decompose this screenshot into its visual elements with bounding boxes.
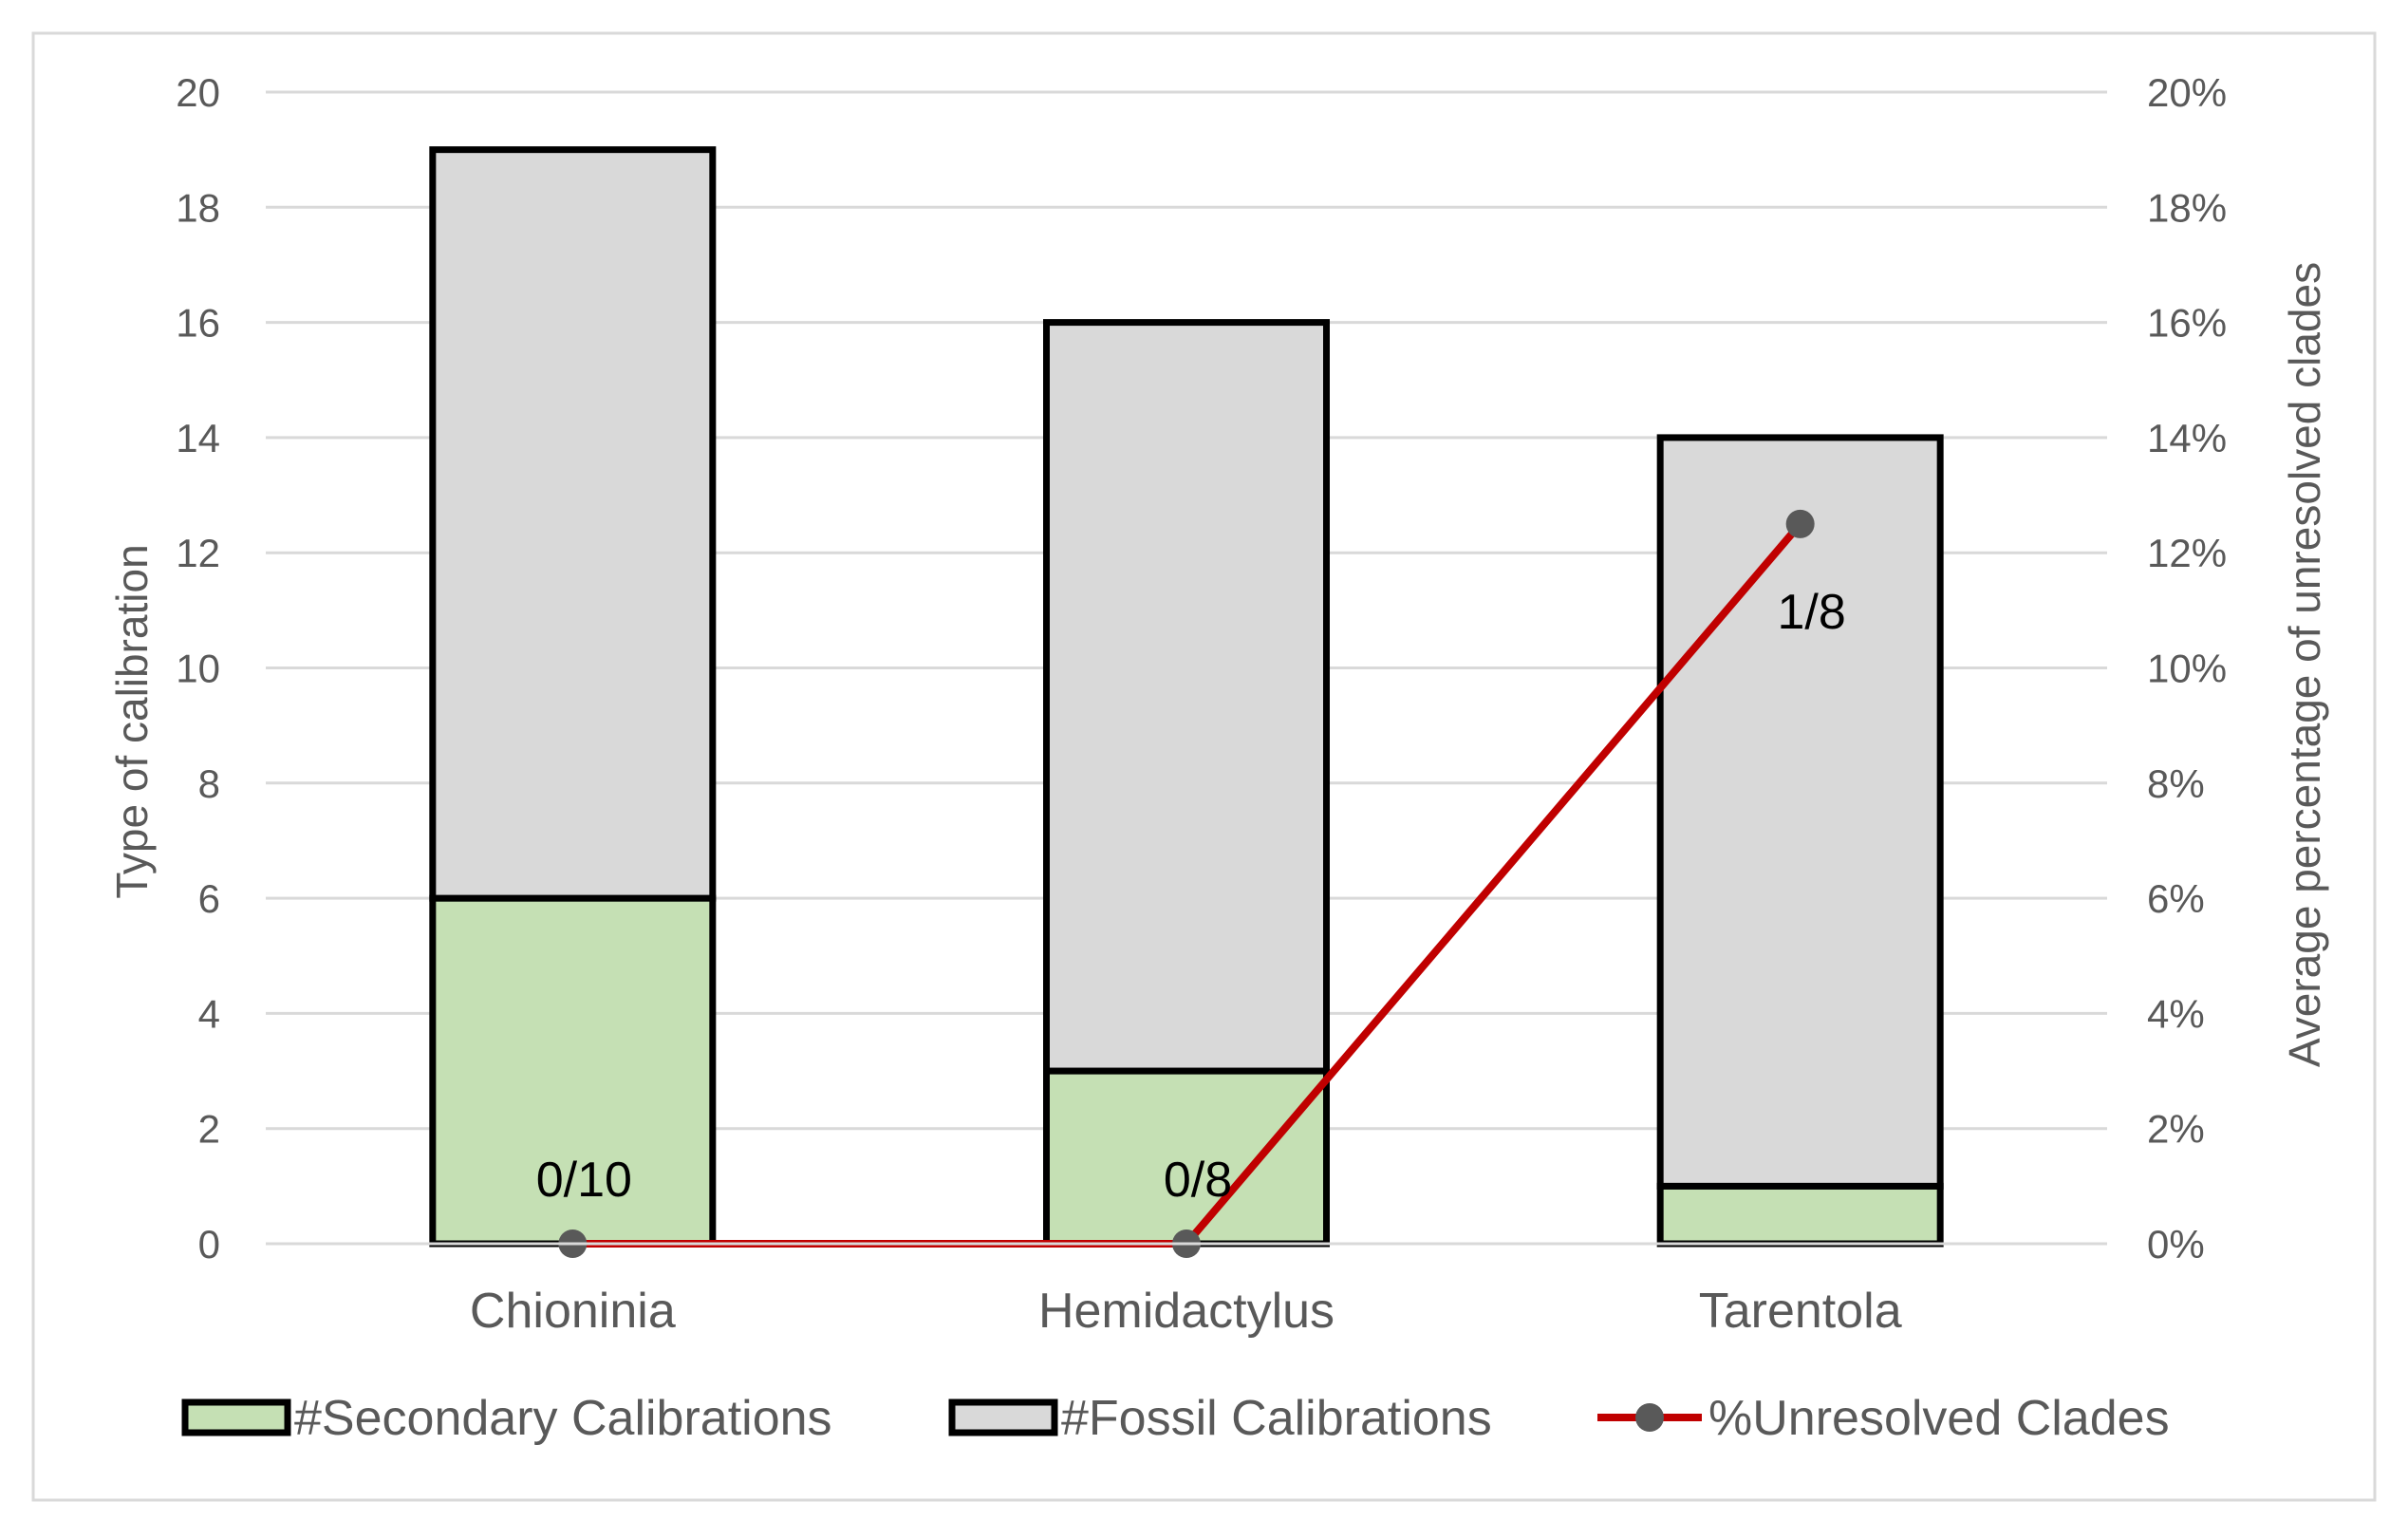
data-label: 0/10 [536, 1153, 632, 1208]
y2-tick-label: 2% [2147, 1107, 2205, 1152]
y2-tick-label: 14% [2147, 416, 2227, 460]
y-tick-label: 0 [198, 1222, 220, 1267]
x-tick-label: Chioninia [470, 1284, 676, 1339]
y-tick-label: 14 [176, 416, 220, 460]
unresolved-point [1785, 509, 1815, 538]
bar-secondary-chioninia [429, 894, 717, 1248]
x-tick-label: Tarentola [1699, 1284, 1902, 1339]
bars [429, 146, 1944, 1248]
bar-fossil-tarentola [1656, 434, 1944, 1190]
legend-swatch [181, 1398, 291, 1436]
legend: #Secondary Calibrations #Fossil Calibrati… [181, 1391, 2170, 1446]
y2-tick-label: 0% [2147, 1222, 2205, 1267]
y-tick-label: 18 [176, 185, 220, 230]
y-tick-label: 10 [176, 647, 220, 691]
bar-secondary-tarentola [1656, 1182, 1944, 1248]
legend-label: #Fossil Calibrations [1061, 1391, 1492, 1446]
axes: 0 2 4 6 8 10 12 14 16 18 20 0% 2% 4% 6% 8% 10% 12% 14% 16% 1… [176, 70, 2227, 1339]
data-labels: 0/10 0/8 1/8 [536, 585, 1846, 1208]
y2-tick-label: 8% [2147, 761, 2205, 806]
y2-tick-label: 16% [2147, 301, 2227, 346]
data-label: 0/8 [1164, 1153, 1232, 1208]
bar-fossil-chioninia [429, 146, 717, 902]
bar-secondary-hemidactylus [1043, 1067, 1330, 1248]
y2-tick-label: 4% [2147, 991, 2205, 1036]
y2-tick-label: 6% [2147, 876, 2205, 921]
data-label: 1/8 [1778, 585, 1846, 640]
y2-tick-label: 12% [2147, 531, 2227, 575]
legend-label: %Unresolved Clades [1708, 1391, 2170, 1446]
y-tick-label: 20 [176, 70, 220, 115]
y2-axis-title: Average percentage of unresolved clades [2280, 262, 2329, 1067]
bar-fossil-hemidactylus [1043, 319, 1330, 1075]
legend-marker [1635, 1403, 1664, 1432]
legend-swatch [948, 1398, 1058, 1436]
y2-tick-label: 10% [2147, 647, 2227, 691]
x-tick-label: Hemidactylus [1038, 1284, 1335, 1339]
y-tick-label: 8 [198, 761, 220, 806]
legend-label: #Secondary Calibrations [294, 1391, 832, 1446]
y-axis-title: Type of calibration [107, 544, 157, 898]
y2-tick-label: 20% [2147, 70, 2227, 115]
y-tick-label: 12 [176, 531, 220, 575]
y-tick-label: 16 [176, 301, 220, 346]
y-tick-label: 4 [198, 991, 220, 1036]
y-tick-label: 6 [198, 876, 220, 921]
y2-tick-label: 18% [2147, 185, 2227, 230]
y-tick-label: 2 [198, 1107, 220, 1152]
